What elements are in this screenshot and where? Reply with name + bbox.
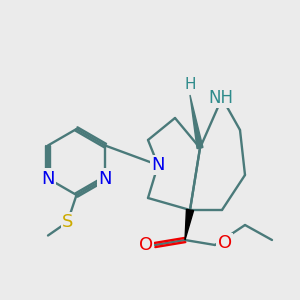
Polygon shape — [185, 209, 194, 240]
Text: H: H — [184, 77, 196, 92]
Text: O: O — [139, 236, 153, 254]
Text: S: S — [62, 213, 73, 231]
Text: N: N — [98, 169, 112, 188]
Text: N: N — [41, 169, 55, 188]
Text: O: O — [218, 234, 232, 252]
Polygon shape — [190, 95, 203, 148]
Text: N: N — [151, 156, 165, 174]
Text: S: S — [62, 213, 73, 231]
Text: NH: NH — [208, 89, 233, 107]
